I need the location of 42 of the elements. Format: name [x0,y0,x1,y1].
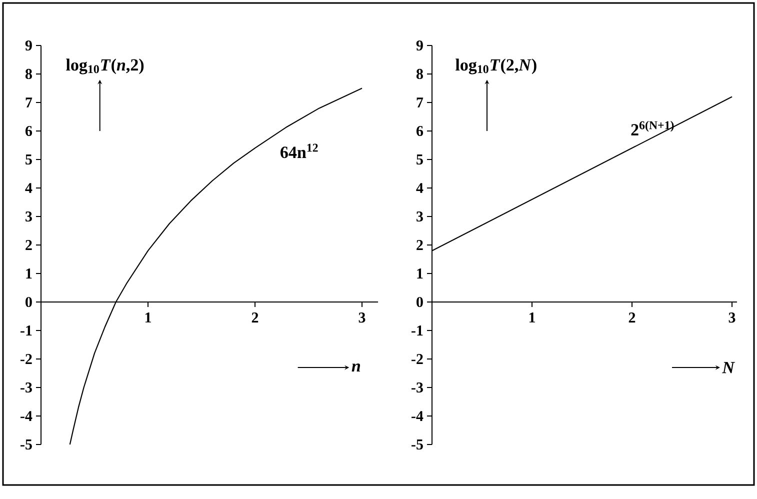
y-tick-label: 8 [416,68,423,80]
annotation: 64n$^{12}$ [280,144,318,158]
y-tick-label: 7 [26,98,32,108]
y-tick-label: 0 [26,296,32,308]
x-tick-label: 1 [529,312,535,322]
y-tick-label: -5 [20,440,32,450]
y-tick-label: 9 [416,40,423,51]
y-tick-label: 9 [25,40,32,51]
y-tick-label: 4 [416,183,424,193]
y-tick-label: 4 [25,183,32,193]
y-tick-label: 6 [25,126,32,136]
y-tick-label: 5 [416,154,423,164]
y-tick-label: 0 [416,296,423,308]
y-tick-label: 5 [26,154,32,164]
y-tick-label: -5 [412,440,423,450]
x-tick-label: 3 [358,312,366,323]
y-tick-label: -1 [412,326,423,336]
y-tick-label: -3 [412,382,423,393]
y-axis-title: log$_{10}$T(n,2) [66,58,144,74]
x-axis-title: N [722,362,735,374]
y-tick-label: 6 [416,126,424,136]
y-tick-label: 1 [417,268,423,278]
x-tick-label: 2 [252,312,258,322]
y-tick-label: 1 [26,268,32,278]
y-tick-label: 3 [26,211,32,222]
y-tick-label: -2 [412,354,423,364]
y-axis-title: log$_{10}$T(2,N) [456,58,536,74]
y-tick-label: -2 [20,354,32,364]
y-tick-label: -3 [20,382,32,393]
x-tick-label: 3 [728,312,736,323]
x-tick-label: 1 [145,312,151,322]
y-tick-label: -1 [20,326,32,336]
annotation: 2$^{6(N+1)}$ [631,120,674,136]
y-tick-label: 2 [416,240,423,250]
y-tick-label: -4 [20,411,32,421]
x-tick-label: 2 [628,312,636,322]
y-tick-label: 2 [26,240,32,250]
y-tick-label: 7 [416,98,424,108]
x-axis-title: n [352,364,360,372]
y-tick-label: -4 [412,411,424,421]
y-tick-label: 8 [25,68,32,80]
y-tick-label: 3 [416,211,423,222]
